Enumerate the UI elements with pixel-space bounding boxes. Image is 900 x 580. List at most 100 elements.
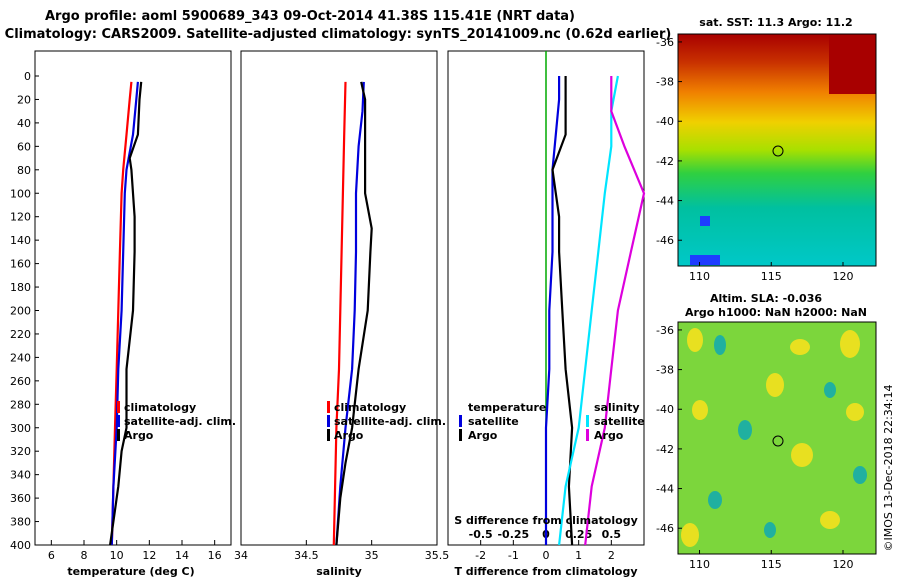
- sla-eddies: [681, 328, 867, 547]
- sla-eddy: [766, 373, 784, 397]
- map-y-tick-label: -44: [656, 195, 674, 208]
- depth-tick-label: 40: [17, 117, 31, 130]
- map-y-tick-label: -40: [656, 403, 674, 416]
- depth-tick-label: 400: [10, 539, 31, 552]
- map-x-tick-label: 115: [761, 270, 782, 283]
- x-tick-label: 16: [208, 549, 222, 562]
- map-y-tick-label: -42: [656, 443, 674, 456]
- legend-label-t-argo: Argo: [468, 429, 498, 442]
- legend-swatch-satellite: [117, 415, 120, 427]
- sst-warm-patch: [829, 34, 876, 94]
- salinity-xticks: 34 34.5 35 35.5: [234, 540, 449, 562]
- sla-eddy: [853, 466, 867, 484]
- salinity-legend: climatology satellite-adj. clim. Argo: [327, 401, 446, 442]
- depth-tick-label: 160: [10, 258, 31, 271]
- s-difference-xticks: -0.5-0.2500.250.5: [469, 528, 621, 541]
- map-x-tick-label: 110: [689, 270, 710, 283]
- legend-label-satellite: satellite-adj. clim.: [124, 415, 236, 428]
- map-y-tick-label: -40: [656, 115, 674, 128]
- legend-label-s-satellite: satellite: [594, 415, 645, 428]
- x-tick-label: 35.5: [425, 549, 450, 562]
- legend-title-temperature: temperature: [468, 401, 546, 414]
- imos-credit: ©IMOS 13-Dec-2018 22:34:14: [882, 385, 895, 552]
- legend-label-climatology: climatology: [124, 401, 196, 414]
- x2-tick-label: -0.25: [497, 528, 529, 541]
- sla-eddy: [692, 400, 708, 420]
- legend-label-satellite: satellite-adj. clim.: [334, 415, 446, 428]
- depth-tick-label: 60: [17, 140, 31, 153]
- sla-eddy: [714, 335, 726, 355]
- legend-swatch-climatology: [117, 401, 120, 413]
- depth-tick-label: 120: [10, 211, 31, 224]
- legend-swatch-satellite: [327, 415, 330, 427]
- sla-map-title2: Argo h1000: NaN h2000: NaN: [685, 306, 867, 319]
- depth-tick-label: 280: [10, 398, 31, 411]
- sla-eddy: [846, 403, 864, 421]
- salinity-panel: 34 34.5 35 35.5 salinity climatology satell…: [234, 50, 449, 578]
- sst-cold-patch: [690, 255, 720, 265]
- sla-field: [678, 322, 876, 554]
- legend-title-salinity: salinity: [594, 401, 640, 414]
- depth-tick-label: 0: [24, 70, 31, 83]
- x-tick-label: 14: [175, 549, 189, 562]
- x-tick-label: 0: [543, 549, 550, 562]
- legend-label-argo: Argo: [334, 429, 364, 442]
- argo-location-marker: [772, 435, 784, 447]
- map-x-tick-label: 110: [689, 558, 710, 571]
- map-y-tick-label: -42: [656, 155, 674, 168]
- x2-tick-label: 0.25: [565, 528, 592, 541]
- sst-map-title: sat. SST: 11.3 Argo: 11.2: [699, 16, 852, 29]
- series-line-satellite-adj-clim-: [110, 81, 139, 546]
- map-y-tick-label: -46: [656, 522, 674, 535]
- temperature-xticks: 6 8 10 12 14 16: [48, 540, 222, 562]
- depth-tick-label: 180: [10, 281, 31, 294]
- map-y-tick-label: -36: [656, 36, 674, 49]
- depth-tick-label: 240: [10, 351, 31, 364]
- argo-location-marker: [772, 145, 784, 157]
- series-line-argo: [109, 81, 143, 546]
- series-line-salinity-argo: [584, 76, 646, 546]
- depth-tick-label: 140: [10, 234, 31, 247]
- map-y-tick-label: -36: [656, 324, 674, 337]
- temperature-panel: 6 8 10 12 14 16 0 20 40 60 80 100 120 140 160 180 200 22…: [10, 50, 236, 578]
- sla-eddy: [708, 491, 722, 509]
- series-line-climatology: [332, 81, 347, 546]
- temperature-legend: climatology satellite-adj. clim. Argo: [117, 401, 236, 442]
- legend-swatch-argo: [117, 429, 120, 441]
- x-tick-label: 2: [608, 549, 615, 562]
- map-y-tick-label: -38: [656, 76, 674, 89]
- difference-lines: [544, 51, 646, 546]
- sla-eddy: [824, 382, 836, 398]
- x-tick-label: 1: [575, 549, 582, 562]
- series-line-temperature-satellite: [544, 76, 561, 545]
- depth-axis-ticks: 0 20 40 60 80 100 120 140 160 180 200 220 240 260 280 3…: [10, 70, 39, 552]
- x-tick-label: 10: [110, 549, 124, 562]
- x-tick-label: -2: [475, 549, 486, 562]
- legend-swatch-s-satellite: [586, 415, 589, 427]
- depth-tick-label: 20: [17, 93, 31, 106]
- temperature-xlabel: temperature (deg C): [67, 565, 194, 578]
- sst-map-xticks: 110 115 120: [689, 262, 854, 283]
- sst-map: sat. SST: 11.3 Argo: 11.2 110 115 120 -36-…: [656, 16, 877, 283]
- depth-tick-label: 300: [10, 422, 31, 435]
- sst-cold-patch: [700, 216, 710, 226]
- temperature-panel-frame: [34, 50, 232, 546]
- sla-eddy: [820, 511, 840, 529]
- salinity-panel-frame: [240, 50, 438, 546]
- x-tick-label: 6: [48, 549, 55, 562]
- legend-swatch-t-satellite: [459, 415, 462, 427]
- sla-eddy: [791, 443, 813, 467]
- map-y-tick-label: -46: [656, 234, 674, 247]
- sst-map-frame: [677, 33, 877, 267]
- x2-tick-label: -0.5: [469, 528, 493, 541]
- temperature-lines: [109, 81, 143, 546]
- x-tick-label: -1: [508, 549, 519, 562]
- legend-label-s-argo: Argo: [594, 429, 624, 442]
- sla-map: Altim. SLA: -0.036 Argo h1000: NaN h2000…: [656, 292, 877, 571]
- legend-swatch-s-argo: [586, 429, 589, 441]
- depth-tick-label: 380: [10, 516, 31, 529]
- x-tick-label: 34: [234, 549, 248, 562]
- depth-tick-label: 220: [10, 328, 31, 341]
